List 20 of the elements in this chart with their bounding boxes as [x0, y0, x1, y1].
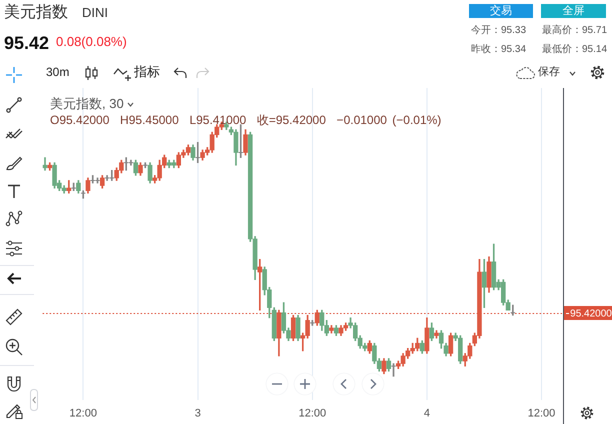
text: 保存: [538, 66, 560, 79]
text: 95.42000: [570, 308, 612, 320]
annotation: O95.42000 H95.45000 L95.41000 收=95.42000 −0.01000 (−0.01%): [50, 113, 442, 128]
text: 0.08(0.08%): [56, 34, 127, 50]
text: 美元指数, 30: [50, 96, 124, 112]
candlestick: [42, 157, 48, 171]
text: 最低价：95.14: [542, 44, 608, 56]
x-tick-label: 12:00: [69, 408, 97, 420]
x-tick-label: 12:00: [528, 408, 556, 420]
text: 最高价：95.71: [542, 25, 608, 36]
text: 30m: [46, 65, 70, 80]
text: DINI: [82, 5, 108, 21]
chart-title: 美元指数: [4, 4, 68, 22]
text: 95.42: [4, 33, 50, 54]
text: 昨收：95.34: [471, 44, 526, 56]
text: 指标: [134, 64, 160, 80]
x-tick-label: 4: [424, 408, 430, 420]
x-tick-label: 3: [194, 408, 201, 420]
x-tick-label: 12:00: [298, 408, 326, 420]
text: 今开：95.33: [471, 25, 526, 36]
